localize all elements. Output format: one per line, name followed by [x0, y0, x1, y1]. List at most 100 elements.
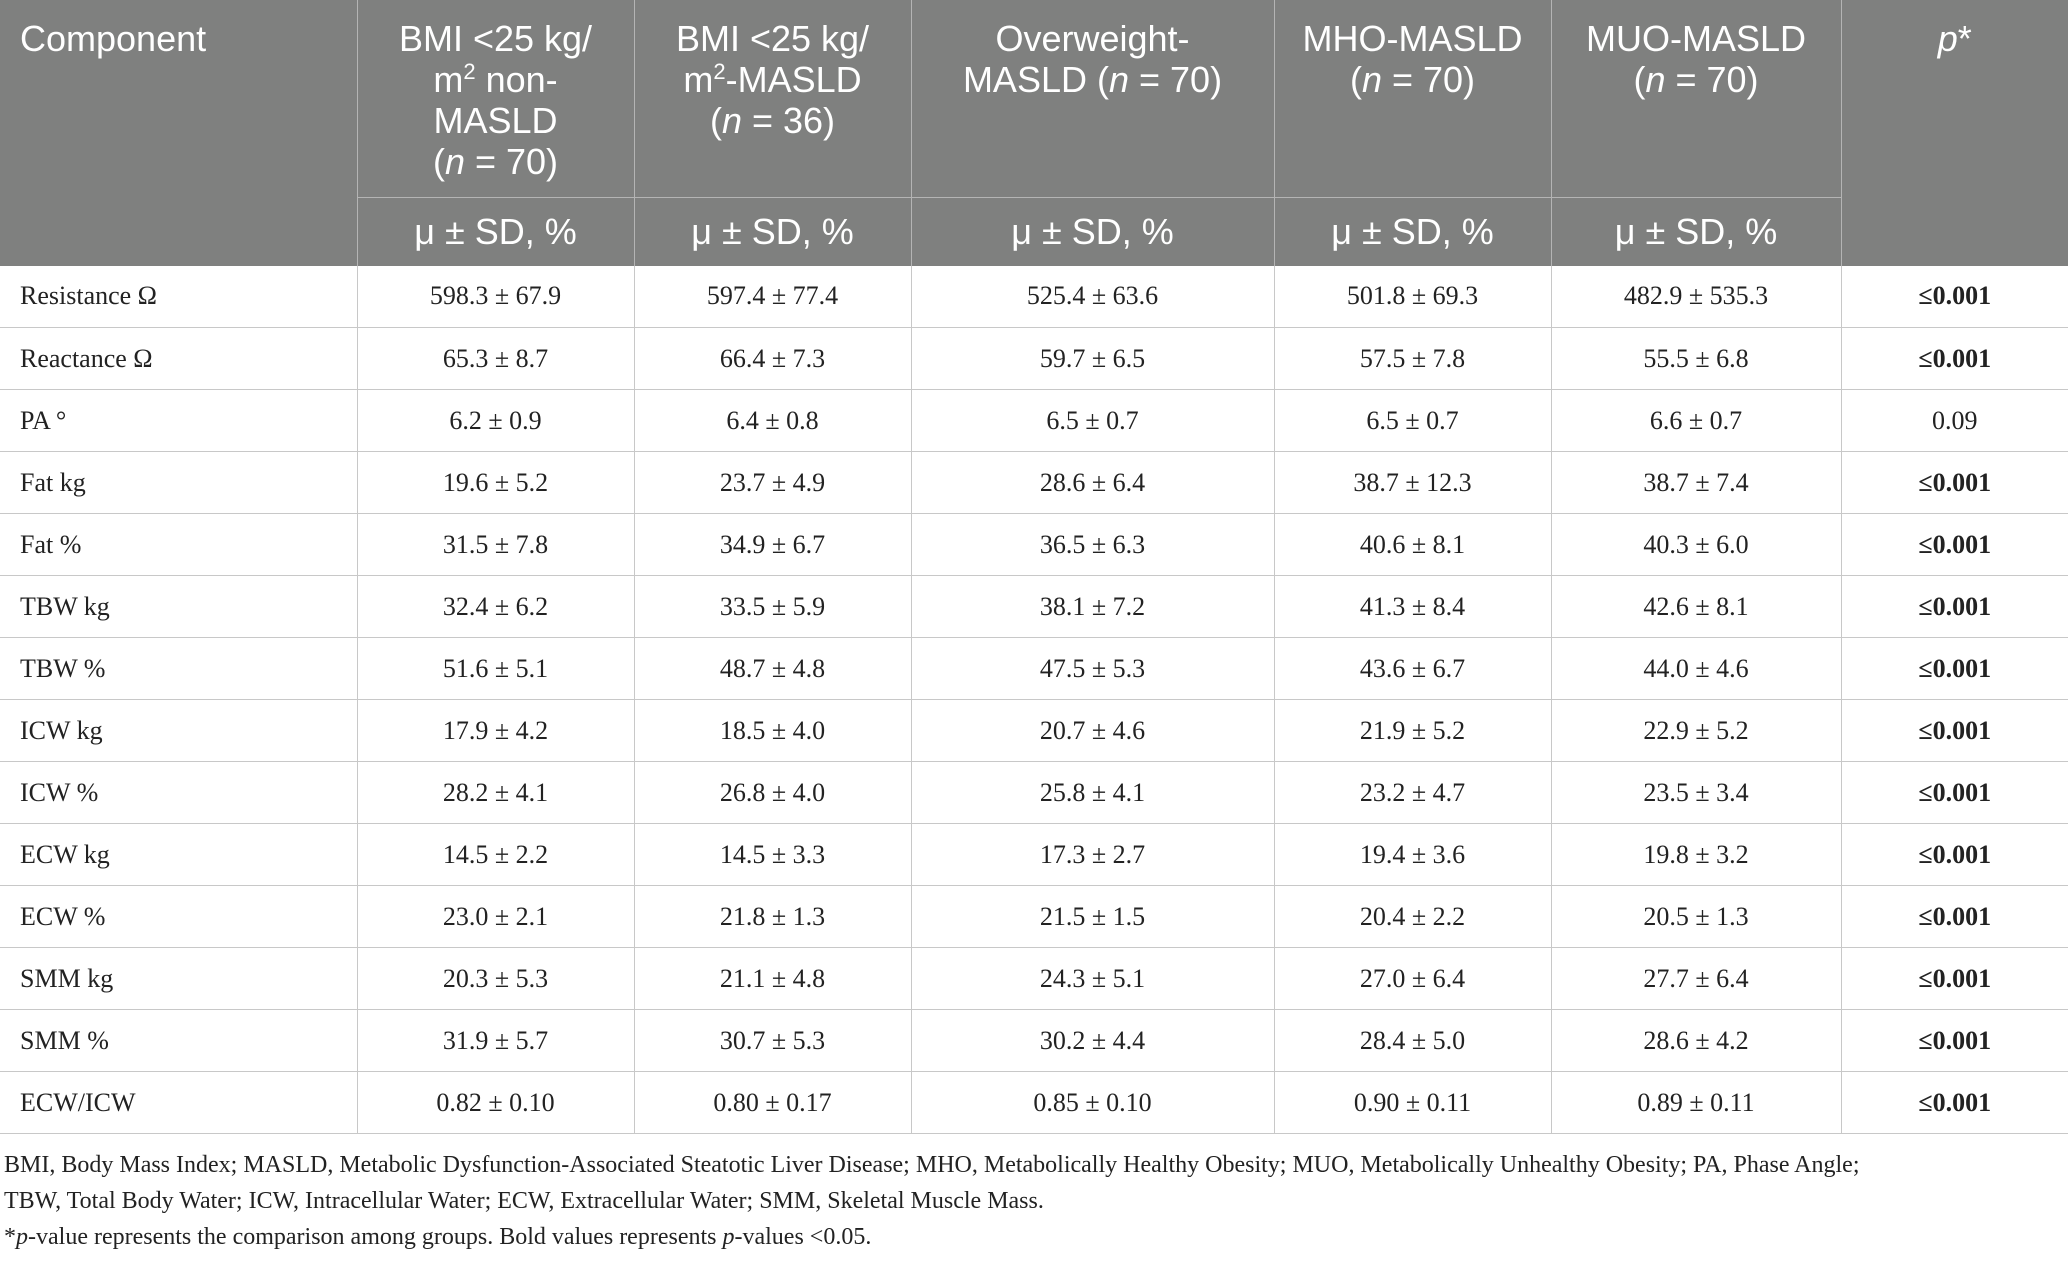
header-group-3-line2: MASLD ( — [962, 59, 1109, 100]
row-label: ECW/ICW — [0, 1071, 357, 1134]
header-group-3-n-value: = 70) — [1129, 59, 1223, 100]
header-p-letter: p — [1937, 18, 1958, 59]
cell-group-1: 6.2 ± 0.9 — [356, 389, 634, 452]
cell-group-3: 525.4 ± 63.6 — [910, 265, 1274, 328]
row-label: PA ° — [0, 389, 357, 452]
table-row: SMM kg 20.3 ± 5.3 21.1 ± 4.8 24.3 ± 5.1 27.0… — [0, 947, 2068, 1010]
cell-p-value: ≤0.001 — [1840, 947, 2068, 1010]
cell-group-3: 59.7 ± 6.5 — [910, 327, 1274, 390]
row-label: Reactance Ω — [0, 327, 357, 390]
cell-p-value: ≤0.001 — [1840, 1009, 2068, 1072]
cell-group-5: 22.9 ± 5.2 — [1550, 699, 1841, 762]
header-group-4-line1: MHO-MASLD — [1302, 18, 1523, 59]
cell-p-value: 0.09 — [1840, 389, 2068, 452]
table-row: TBW % 51.6 ± 5.1 48.7 ± 4.8 47.5 ± 5.3 43.6 … — [0, 637, 2068, 700]
header-group-1-unit: m — [433, 59, 464, 100]
header-group-4-n: n — [1361, 59, 1382, 100]
cell-group-4: 21.9 ± 5.2 — [1273, 699, 1551, 762]
table-row: SMM % 31.9 ± 5.7 30.7 ± 5.3 30.2 ± 4.4 28.4 … — [0, 1009, 2068, 1072]
cell-group-5: 27.7 ± 6.4 — [1550, 947, 1841, 1010]
cell-group-4: 501.8 ± 69.3 — [1273, 265, 1551, 328]
cell-group-5: 20.5 ± 1.3 — [1550, 885, 1841, 948]
header-group-5-line1: MUO-MASLD — [1585, 18, 1806, 59]
cell-group-1: 31.9 ± 5.7 — [356, 1009, 634, 1072]
cell-group-4: 6.5 ± 0.7 — [1273, 389, 1551, 452]
header-group-2-line2: -MASLD — [725, 59, 862, 100]
cell-group-4: 27.0 ± 6.4 — [1273, 947, 1551, 1010]
header-p-value: p* — [1840, 0, 2068, 266]
cell-group-2: 0.80 ± 0.17 — [633, 1071, 911, 1134]
subheader-2: μ ± SD, % — [633, 196, 911, 266]
cell-group-4: 41.3 ± 8.4 — [1273, 575, 1551, 638]
header-group-1-line1: BMI <25 kg/ — [398, 18, 593, 59]
cell-group-3: 17.3 ± 2.7 — [910, 823, 1274, 886]
cell-p-value: ≤0.001 — [1840, 699, 2068, 762]
cell-group-2: 26.8 ± 4.0 — [633, 761, 911, 824]
cell-group-3: 38.1 ± 7.2 — [910, 575, 1274, 638]
abbreviations-line-2: TBW, Total Body Water; ICW, Intracellula… — [4, 1188, 1044, 1214]
header-group-3-n: n — [1108, 59, 1129, 100]
table-header: Component BMI <25 kg/ m2 non- MASLD (n =… — [0, 0, 2068, 266]
row-label: ECW % — [0, 885, 357, 948]
cell-group-2: 30.7 ± 5.3 — [633, 1009, 911, 1072]
cell-group-5: 0.89 ± 0.11 — [1550, 1071, 1841, 1134]
cell-group-4: 19.4 ± 3.6 — [1273, 823, 1551, 886]
cell-group-5: 19.8 ± 3.2 — [1550, 823, 1841, 886]
footnote-star: * — [4, 1224, 16, 1250]
cell-group-5: 40.3 ± 6.0 — [1550, 513, 1841, 576]
cell-group-5: 482.9 ± 535.3 — [1550, 265, 1841, 328]
header-group-1-n: n — [444, 141, 465, 182]
cell-group-4: 40.6 ± 8.1 — [1273, 513, 1551, 576]
cell-group-2: 6.4 ± 0.8 — [633, 389, 911, 452]
cell-p-value: ≤0.001 — [1840, 1071, 2068, 1134]
header-group-1: BMI <25 kg/ m2 non- MASLD (n = 70) — [356, 0, 634, 197]
table-row: TBW kg 32.4 ± 6.2 33.5 ± 5.9 38.1 ± 7.2 41.3… — [0, 575, 2068, 638]
row-label: TBW kg — [0, 575, 357, 638]
cell-group-1: 23.0 ± 2.1 — [356, 885, 634, 948]
cell-p-value: ≤0.001 — [1840, 637, 2068, 700]
cell-group-5: 42.6 ± 8.1 — [1550, 575, 1841, 638]
cell-group-2: 66.4 ± 7.3 — [633, 327, 911, 390]
cell-group-4: 28.4 ± 5.0 — [1273, 1009, 1551, 1072]
footnote-p: p — [16, 1224, 28, 1250]
cell-group-1: 598.3 ± 67.9 — [356, 265, 634, 328]
table-row: ECW kg 14.5 ± 2.2 14.5 ± 3.3 17.3 ± 2.7 19.4… — [0, 823, 2068, 886]
cell-group-2: 14.5 ± 3.3 — [633, 823, 911, 886]
cell-group-4: 20.4 ± 2.2 — [1273, 885, 1551, 948]
cell-p-value: ≤0.001 — [1840, 575, 2068, 638]
table-row: Fat % 31.5 ± 7.8 34.9 ± 6.7 36.5 ± 6.3 40.6 … — [0, 513, 2068, 576]
row-label: Fat % — [0, 513, 357, 576]
cell-group-3: 24.3 ± 5.1 — [910, 947, 1274, 1010]
cell-group-2: 597.4 ± 77.4 — [633, 265, 911, 328]
row-label: SMM kg — [0, 947, 357, 1010]
footnote-p2: p — [722, 1224, 735, 1250]
cell-group-4: 0.90 ± 0.11 — [1273, 1071, 1551, 1134]
header-group-4-n-value: = 70) — [1381, 59, 1476, 100]
cell-group-1: 17.9 ± 4.2 — [356, 699, 634, 762]
cell-group-1: 0.82 ± 0.10 — [356, 1071, 634, 1134]
cell-group-3: 30.2 ± 4.4 — [910, 1009, 1274, 1072]
cell-group-4: 43.6 ± 6.7 — [1273, 637, 1551, 700]
cell-group-3: 20.7 ± 4.6 — [910, 699, 1274, 762]
table-row: Reactance Ω 65.3 ± 8.7 66.4 ± 7.3 59.7 ± 6.… — [0, 327, 2068, 390]
cell-group-3: 0.85 ± 0.10 — [910, 1071, 1274, 1134]
cell-p-value: ≤0.001 — [1840, 451, 2068, 514]
cell-group-3: 25.8 ± 4.1 — [910, 761, 1274, 824]
cell-group-3: 28.6 ± 6.4 — [910, 451, 1274, 514]
table-row: PA ° 6.2 ± 0.9 6.4 ± 0.8 6.5 ± 0.7 6.5 ± 0.7… — [0, 389, 2068, 452]
footnote-end: -values <0.05. — [734, 1224, 872, 1250]
cell-group-1: 65.3 ± 8.7 — [356, 327, 634, 390]
header-group-2-n-open: ( — [709, 100, 722, 141]
header-group-3: Overweight- MASLD (n = 70) — [910, 0, 1274, 197]
header-group-4-n-open: ( — [1349, 59, 1362, 100]
table-row: ECW/ICW 0.82 ± 0.10 0.80 ± 0.17 0.85 ± 0.10… — [0, 1071, 2068, 1134]
cell-group-1: 51.6 ± 5.1 — [356, 637, 634, 700]
row-label: SMM % — [0, 1009, 357, 1072]
header-group-2-n: n — [721, 100, 742, 141]
header-component: Component — [0, 0, 357, 266]
cell-group-2: 33.5 ± 5.9 — [633, 575, 911, 638]
header-group-2-n-value: = 36) — [741, 100, 836, 141]
cell-group-3: 47.5 ± 5.3 — [910, 637, 1274, 700]
cell-group-5: 23.5 ± 3.4 — [1550, 761, 1841, 824]
table-row: ECW % 23.0 ± 2.1 21.8 ± 1.3 21.5 ± 1.5 20.4 … — [0, 885, 2068, 948]
